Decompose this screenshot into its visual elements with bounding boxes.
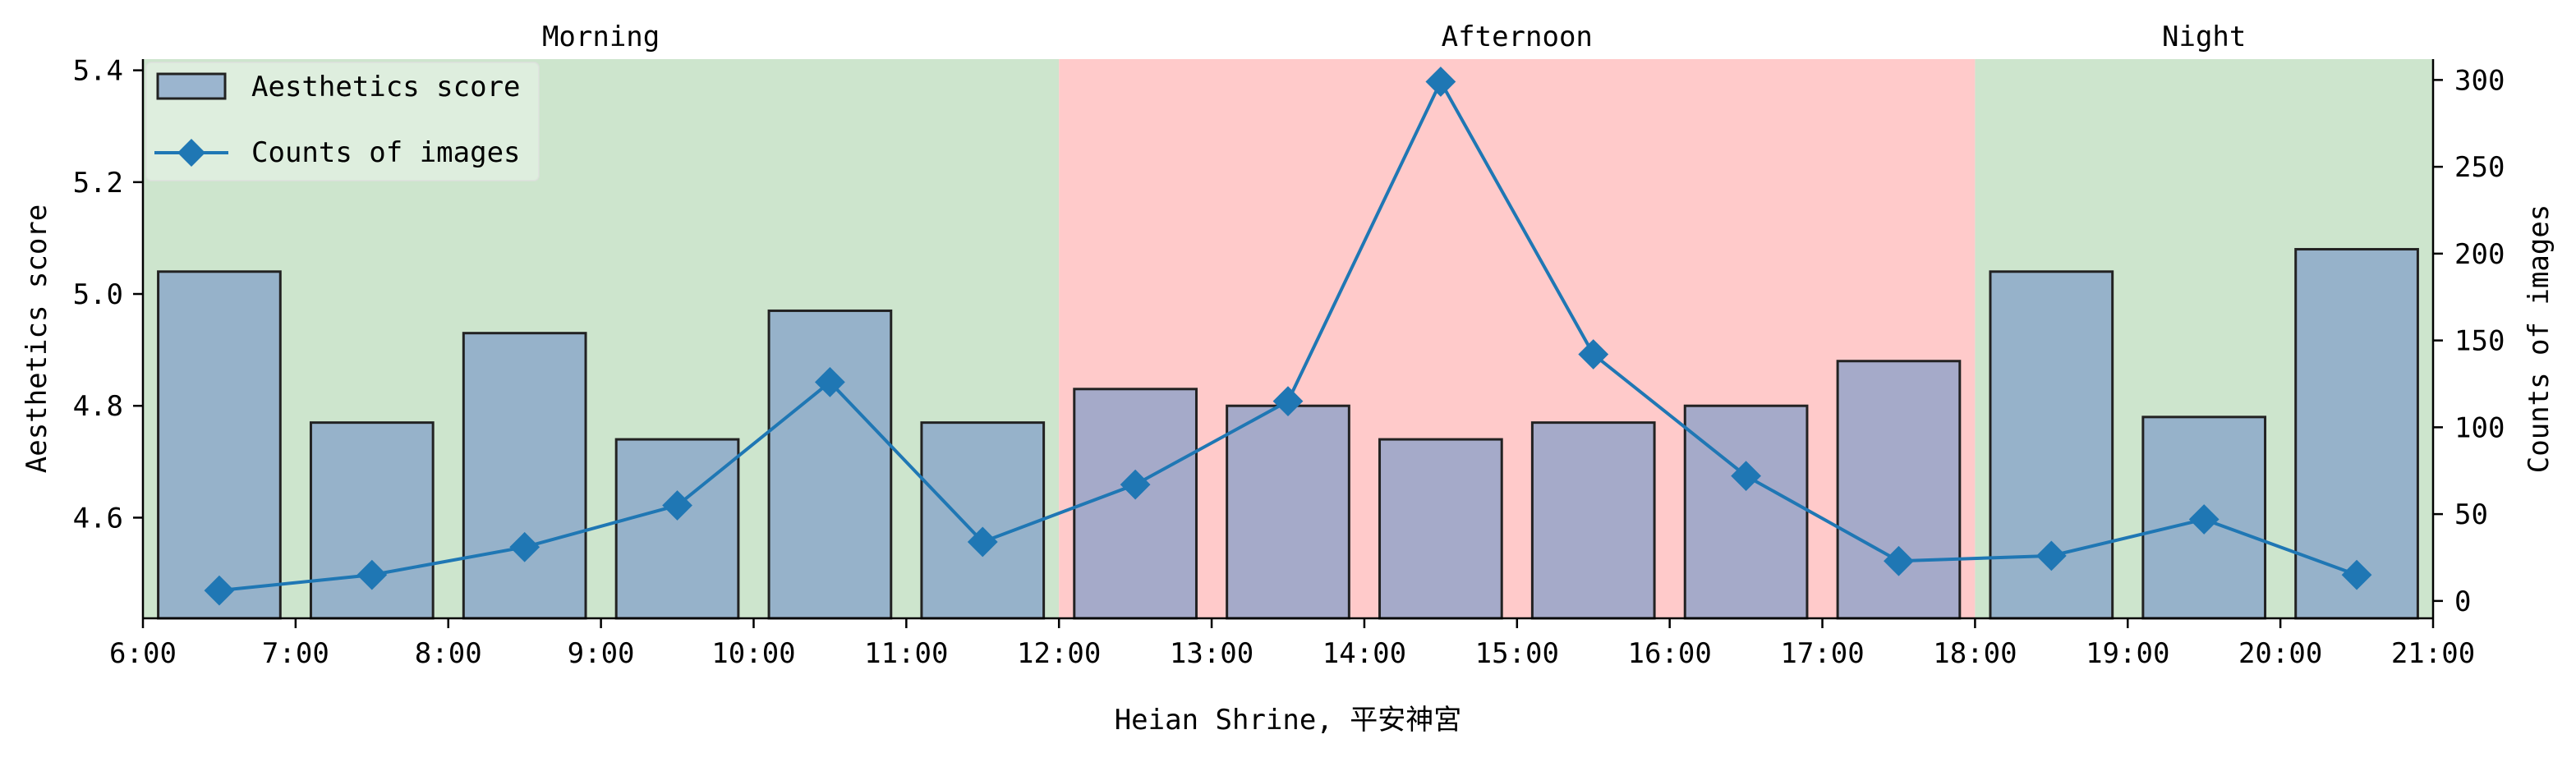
bar	[767, 309, 893, 620]
bar	[920, 421, 1046, 620]
x-tick-label: 10:00	[711, 637, 795, 670]
x-tick-label: 9:00	[568, 637, 635, 670]
x-tick-label: 14:00	[1322, 637, 1406, 670]
period-band-afternoon	[1059, 59, 1976, 618]
axis-labels: Morning Afternoon Night 6:00 7:00 8:00 9:00 10:…	[21, 21, 2555, 737]
x-tick-label: 7:00	[262, 637, 329, 670]
bar	[2294, 248, 2419, 620]
y-left-axis-label: Aesthetics score	[21, 204, 53, 474]
line-series	[204, 67, 2372, 606]
period-backgrounds	[143, 59, 2433, 618]
y-left-tick-label: 5.0	[73, 278, 123, 311]
bar	[1530, 421, 1656, 620]
x-tick-label: 12:00	[1017, 637, 1101, 670]
counts-marker	[1425, 67, 1456, 97]
x-tick-label: 15:00	[1475, 637, 1559, 670]
counts-marker	[967, 526, 998, 558]
y-right-tick-label: 50	[2454, 498, 2488, 531]
y-right-tick-label: 100	[2454, 411, 2505, 444]
x-tick-label: 17:00	[1780, 637, 1864, 670]
legend-bar-swatch	[156, 72, 227, 100]
period-label-night: Night	[2162, 21, 2246, 53]
y-right-tick-label: 250	[2454, 151, 2505, 184]
x-tick-label: 19:00	[2086, 637, 2169, 670]
y-right-tick-label: 0	[2454, 585, 2471, 618]
y-right-tick-label: 300	[2454, 64, 2505, 97]
x-tick-label: 13:00	[1170, 637, 1254, 670]
x-tick-label: 6:00	[109, 637, 177, 670]
bar	[614, 438, 740, 620]
legend-line-marker	[177, 139, 205, 167]
period-label-morning: Morning	[542, 21, 660, 53]
x-tick-label: 8:00	[415, 637, 482, 670]
x-tick-label: 21:00	[2391, 637, 2475, 670]
bar	[1683, 404, 1809, 620]
bar	[1073, 388, 1198, 620]
y-left-tick-label: 4.6	[73, 502, 123, 535]
counts-marker	[815, 366, 845, 397]
x-tick-label: 16:00	[1627, 637, 1711, 670]
counts-marker	[1272, 386, 1304, 417]
counts-marker	[2188, 504, 2220, 535]
x-tick-label: 18:00	[1933, 637, 2017, 670]
counts-marker	[662, 490, 692, 521]
counts-marker	[2341, 559, 2372, 590]
counts-marker	[1578, 339, 1609, 370]
y-right-axis-label: Counts of images	[2523, 204, 2555, 474]
legend: Aesthetics score Counts of images	[145, 62, 540, 181]
y-left-tick-label: 5.2	[73, 167, 123, 200]
bar	[462, 332, 587, 620]
period-label-afternoon: Afternoon	[1442, 21, 1593, 53]
counts-marker	[2036, 540, 2067, 572]
x-axis-label: Heian Shrine, 平安神宮	[1115, 704, 1462, 737]
bar	[157, 270, 282, 620]
counts-marker	[356, 559, 388, 590]
y-right-tick-label: 200	[2454, 238, 2505, 271]
legend-label-aesthetics: Aesthetics score	[251, 71, 521, 103]
counts-marker	[1731, 461, 1761, 491]
y-right-tick-label: 150	[2454, 325, 2505, 358]
counts-marker	[1884, 545, 1914, 576]
y-left-tick-label: 4.8	[73, 390, 123, 423]
bar	[1378, 438, 1503, 620]
legend-label-counts: Counts of images	[251, 136, 521, 169]
counts-marker	[1120, 469, 1151, 500]
bar	[1226, 404, 1350, 620]
legend-frame	[145, 62, 540, 181]
x-tick-label: 20:00	[2238, 637, 2322, 670]
counts-marker	[509, 531, 540, 562]
y-left-tick-label: 5.4	[73, 55, 123, 88]
x-tick-label: 11:00	[864, 637, 948, 670]
bar-series	[157, 248, 2419, 620]
bar	[1836, 360, 1962, 620]
axes	[133, 59, 2443, 628]
